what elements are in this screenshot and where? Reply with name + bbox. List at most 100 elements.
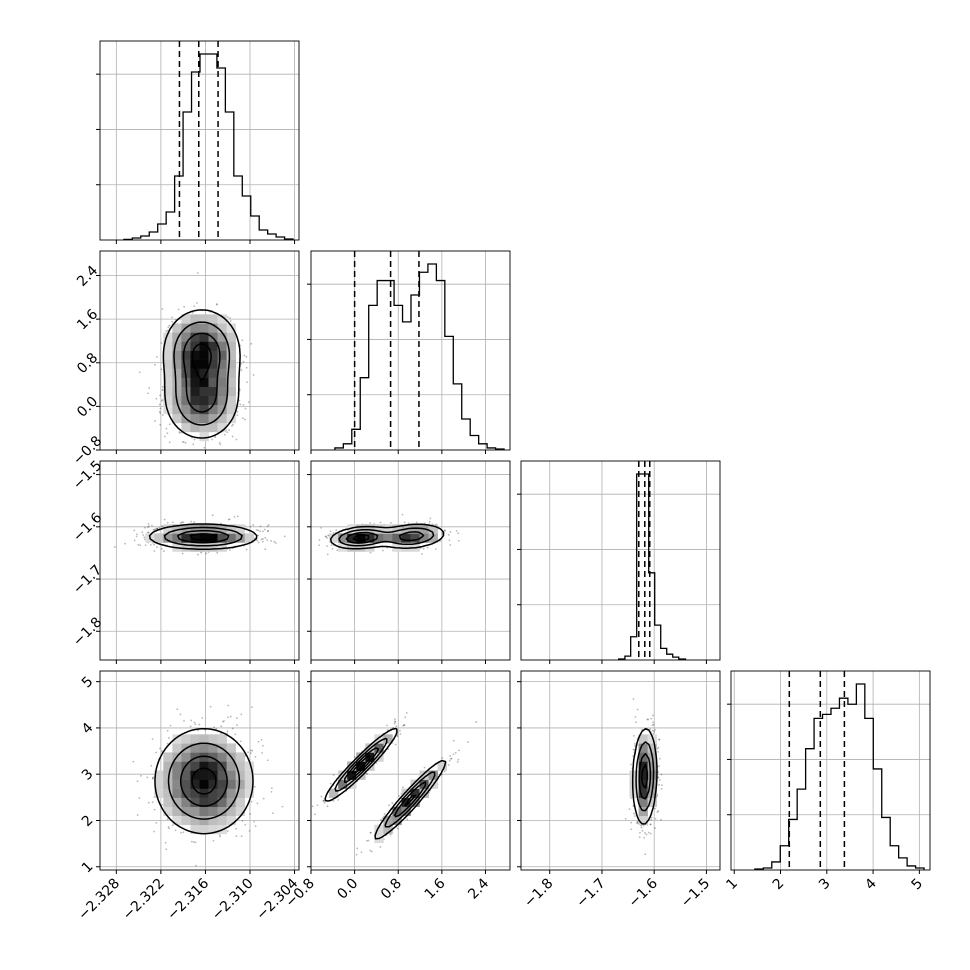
density-block	[172, 377, 182, 387]
scatter-point	[182, 831, 185, 834]
scatter-point	[229, 549, 231, 551]
density-block	[190, 761, 200, 771]
contour-line	[351, 754, 417, 807]
scatter-point	[250, 749, 252, 752]
scatter-point	[452, 739, 455, 742]
density-block	[383, 524, 393, 534]
scatter-point	[158, 410, 161, 413]
histogram-panel-3	[517, 460, 721, 664]
scatter-point	[624, 817, 627, 820]
density-block	[365, 542, 375, 552]
scatter-point	[172, 521, 174, 524]
scatter-point	[159, 747, 161, 750]
scatter-point	[143, 536, 146, 539]
density-block	[217, 341, 227, 351]
contour-lines	[148, 523, 258, 551]
density-block	[181, 533, 191, 543]
density-block	[199, 314, 209, 324]
density-block	[199, 359, 209, 369]
density-block	[172, 806, 182, 817]
x-tick-label: 1	[723, 876, 741, 894]
density-block	[208, 770, 218, 780]
scatter-point	[166, 329, 169, 332]
scatter-point	[390, 521, 392, 524]
density-block	[208, 524, 218, 534]
scatter-point	[133, 529, 136, 532]
density-block	[235, 752, 246, 762]
scatter-point	[236, 414, 239, 417]
density-block	[217, 314, 227, 324]
scatter-point	[216, 551, 219, 554]
density-block	[208, 734, 218, 744]
contour-line	[343, 747, 427, 818]
scatter-point	[216, 303, 218, 306]
scatter-point	[369, 831, 372, 834]
density-block	[356, 542, 366, 552]
density-block	[181, 779, 191, 789]
scatter-point	[153, 830, 156, 833]
scatter-point	[651, 724, 654, 726]
contour-line	[191, 767, 217, 795]
scatter-point	[263, 528, 266, 531]
scatter-point	[658, 738, 661, 741]
scatter-point	[183, 720, 185, 722]
scatter-point	[650, 818, 653, 821]
scatter-point	[260, 738, 263, 741]
scatter-point	[165, 330, 168, 333]
scatter-point	[332, 774, 335, 776]
scatter-point	[658, 779, 661, 781]
density-block	[638, 797, 648, 807]
x-tick-label: −2.322	[120, 876, 168, 924]
scatter-point	[330, 544, 333, 547]
scatter-point	[380, 818, 382, 821]
density-block	[172, 815, 182, 826]
scatter-point	[308, 813, 310, 815]
scatter-point	[360, 851, 363, 854]
scatter-point	[369, 831, 372, 834]
scatter-point	[370, 850, 373, 853]
x-tick-label: 3	[816, 876, 834, 894]
density-block	[347, 770, 357, 780]
scatter-point	[231, 425, 233, 427]
x-tick-label: −2.310	[209, 876, 257, 924]
y-tick-label: 2.4	[74, 263, 101, 290]
histogram-step	[123, 53, 294, 241]
scatter-point	[239, 740, 242, 743]
density-block	[181, 404, 191, 415]
scatter-point	[636, 821, 639, 823]
scatter-point	[154, 528, 157, 530]
density-block	[647, 779, 657, 789]
scatter-point	[254, 825, 257, 827]
density-block	[647, 770, 657, 780]
scatter-point	[644, 832, 646, 834]
contour-line	[324, 727, 447, 840]
scatter-point	[455, 529, 458, 532]
scatter-point	[365, 772, 368, 775]
histogram-panel-2	[307, 250, 511, 454]
scatter-point	[142, 534, 145, 536]
scatter-point	[166, 818, 169, 821]
density-block	[172, 743, 182, 753]
scatter-point	[262, 797, 265, 800]
scatter-point	[266, 539, 269, 542]
density-block	[181, 542, 191, 552]
scatter-point	[403, 521, 406, 524]
panel-frame	[99, 460, 300, 661]
scatter-point	[650, 816, 653, 819]
density-block	[226, 323, 236, 333]
scatter-point	[256, 539, 259, 542]
density-block	[647, 761, 657, 771]
scatter-point	[193, 521, 196, 523]
density-block	[163, 524, 173, 534]
density-block	[226, 404, 236, 415]
density-block	[217, 806, 227, 817]
density-block	[208, 368, 218, 378]
panel-frame	[99, 40, 300, 241]
scatter-point	[323, 799, 325, 802]
contour-line	[162, 309, 241, 439]
scatter-point	[144, 526, 146, 529]
scatter-point	[190, 520, 192, 523]
histogram-step	[754, 683, 925, 870]
scatter-point	[180, 831, 182, 834]
